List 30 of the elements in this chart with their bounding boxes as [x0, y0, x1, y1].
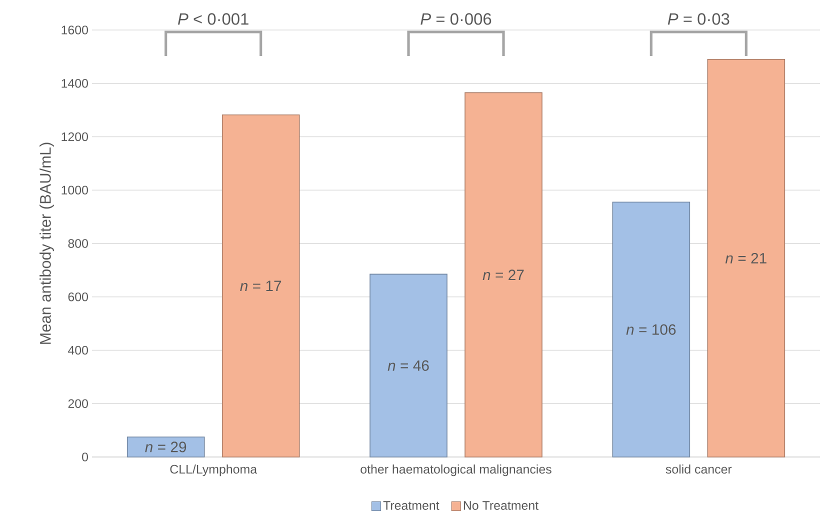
annotation: n = 46: [388, 360, 429, 371]
x-tick-label: solid cancer: [666, 464, 732, 474]
text: P = 0·03: [668, 13, 730, 25]
annotation: n = 27: [482, 270, 524, 280]
y-tick-label: 1400: [62, 78, 88, 88]
bar: [126, 436, 205, 458]
x-tick-label: CLL/Lymphoma: [170, 464, 258, 476]
annotation: n = 106: [626, 324, 676, 335]
y-tick-label: 1200: [62, 132, 88, 142]
bar: [707, 58, 786, 458]
text: P = 0·006: [420, 13, 492, 25]
bar: [612, 202, 690, 458]
bar: [370, 274, 448, 458]
y-axis-title: Mean antibody titer (BAU/mL): [40, 142, 54, 344]
x-tick-label: other haematological malignancies: [360, 464, 552, 476]
text: P < 0·001: [178, 13, 248, 25]
y-tick-label: 600: [68, 292, 88, 302]
y-tick-label: 800: [68, 239, 88, 248]
y-tick-label: 1600: [62, 26, 88, 34]
annotation: n = 17: [240, 280, 282, 292]
legend-label: No Treatment: [464, 501, 538, 510]
y-tick-label: 0: [82, 452, 88, 462]
y-tick-label: 200: [68, 399, 88, 408]
annotation: n = 29: [145, 442, 186, 452]
bar: [464, 92, 542, 458]
legend-label: Treatment: [383, 501, 440, 510]
annotation: n = 21: [725, 252, 766, 264]
y-tick-label: 1000: [62, 186, 88, 195]
y-tick-label: 400: [68, 346, 88, 355]
bar: [222, 114, 300, 458]
